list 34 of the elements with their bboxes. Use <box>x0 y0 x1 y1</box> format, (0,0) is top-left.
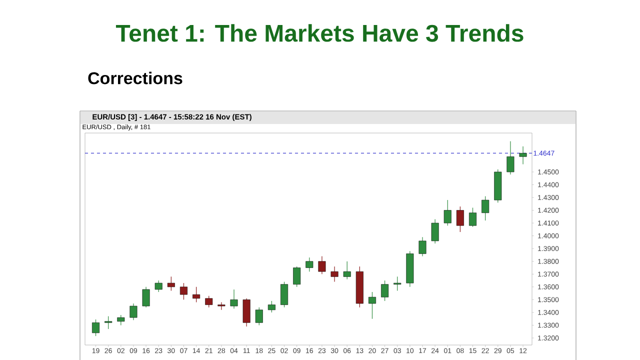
candlestick <box>368 292 376 320</box>
candlestick <box>268 300 276 313</box>
candlestick <box>444 200 452 226</box>
candlestick <box>343 261 351 280</box>
candlestick <box>255 307 263 326</box>
candlestick <box>418 236 426 257</box>
candlestick <box>180 282 188 300</box>
candlestick <box>92 319 100 336</box>
candlestick <box>330 266 338 282</box>
candlestick <box>456 206 464 232</box>
candlestick <box>192 286 200 303</box>
candlestick <box>482 196 490 221</box>
candlestick <box>205 296 213 308</box>
candlestick <box>104 316 112 330</box>
chart-subtitle: Corrections <box>88 72 182 84</box>
candlestick <box>142 286 150 308</box>
candlestick <box>318 256 326 274</box>
candlestick <box>167 276 175 292</box>
candlestick <box>242 298 250 327</box>
candlestick <box>506 141 514 175</box>
candlestick <box>280 281 288 308</box>
candlestick <box>230 289 238 309</box>
candlestick <box>381 280 389 302</box>
candlestick <box>293 266 301 288</box>
candlestick <box>469 207 477 228</box>
candlestick <box>117 314 125 326</box>
candlestick <box>306 257 314 272</box>
candlestick <box>130 303 138 320</box>
candlestick <box>394 276 402 292</box>
candlestick <box>519 146 527 165</box>
chart-title: Tenet 1: The Markets Have 3 Trends <box>116 24 524 42</box>
candlestick <box>431 218 439 244</box>
candlestick <box>154 280 162 292</box>
candlestick <box>218 302 226 310</box>
